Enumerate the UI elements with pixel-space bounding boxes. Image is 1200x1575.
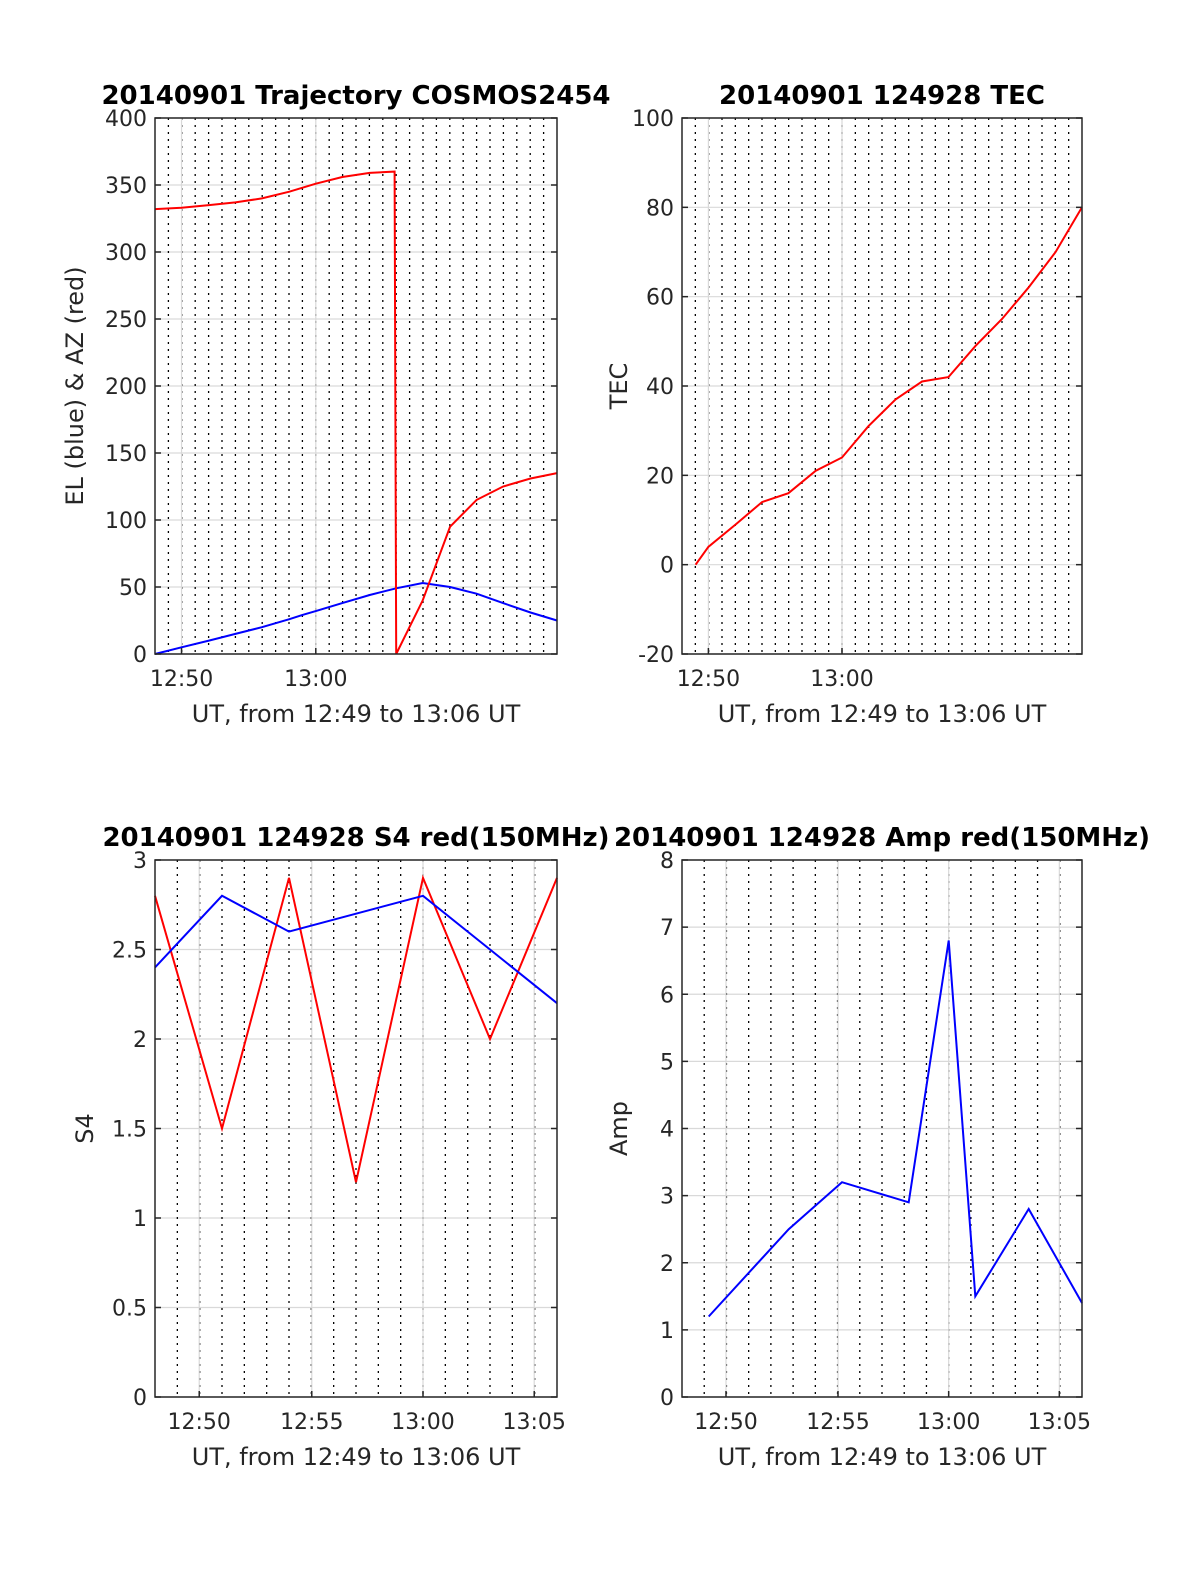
tec-x-tick-label: 13:00: [810, 667, 873, 692]
tec-y-tick-label: -20: [638, 643, 674, 668]
trajectory-y-tick-label: 100: [105, 509, 147, 534]
s4-title: 20140901 124928 S4 red(150MHz): [102, 823, 609, 853]
amp-series-line-0: [707, 940, 1083, 1318]
amp-x-tick-label: 13:00: [917, 1410, 980, 1435]
s4-x-tick-label: 13:00: [391, 1410, 454, 1435]
trajectory-panel: 0 50 100 150 200 250 300 350 400 12:50 13:00 20140…: [61, 81, 611, 728]
trajectory-y-tick-label: 150: [105, 442, 147, 467]
amp-x-tick-label: 12:50: [694, 1410, 757, 1435]
amp-y-tick-label: 4: [660, 1118, 674, 1143]
tec-y-tick-label: 40: [646, 375, 674, 400]
s4-x-tick-label: 12:55: [280, 1410, 343, 1435]
s4-y-axis-label: S4: [71, 1113, 99, 1144]
tec-y-tick-label: 20: [646, 464, 674, 489]
amp-panel: 0 1 2 3 4 5 6 7 8 12:50 12:55 13:00 13:05 20140901 1…: [605, 823, 1150, 1471]
amp-x-axis-label: UT, from 12:49 to 13:06 UT: [718, 1443, 1047, 1471]
amp-x-tick-label: 12:55: [806, 1410, 869, 1435]
trajectory-y-axis-label: EL (blue) & AZ (red): [61, 266, 89, 505]
amp-y-tick-label: 2: [660, 1252, 674, 1277]
trajectory-y-tick-label: 300: [105, 241, 147, 266]
s4-y-tick-label: 1.5: [112, 1118, 147, 1143]
trajectory-y-tick-label: 0: [133, 643, 147, 668]
amp-title: 20140901 124928 Amp red(150MHz): [614, 823, 1150, 853]
tec-series-line-0: [694, 206, 1083, 566]
trajectory-x-tick-label: 12:50: [150, 667, 213, 692]
tec-panel: -20 0 20 40 60 80 100 12:50 13:00 20140901 12492…: [605, 81, 1083, 728]
s4-series-line-0: [154, 874, 558, 1183]
s4-y-tick-label: 3: [133, 849, 147, 874]
amp-y-tick-label: 1: [660, 1319, 674, 1344]
amp-y-tick-label: 6: [660, 983, 674, 1008]
tec-title: 20140901 124928 TEC: [719, 81, 1045, 111]
trajectory-x-axis-label: UT, from 12:49 to 13:06 UT: [192, 700, 521, 728]
amp-y-tick-label: 5: [660, 1050, 674, 1075]
tec-y-tick-label: 100: [632, 107, 674, 132]
trajectory-x-tick-label: 13:00: [284, 667, 347, 692]
tec-y-tick-label: 60: [646, 286, 674, 311]
trajectory-y-tick-label: 50: [119, 576, 147, 601]
s4-x-tick-label: 12:50: [168, 1410, 231, 1435]
amp-x-tick-label: 13:05: [1028, 1410, 1091, 1435]
s4-series-line-1: [154, 894, 558, 1004]
s4-x-tick-label: 13:05: [503, 1410, 566, 1435]
trajectory-y-tick-label: 200: [105, 375, 147, 400]
tec-y-tick-label: 0: [660, 554, 674, 579]
trajectory-series-line-1: [154, 170, 558, 655]
s4-y-tick-label: 2: [133, 1028, 147, 1053]
amp-y-tick-label: 0: [660, 1386, 674, 1411]
trajectory-y-tick-label: 250: [105, 308, 147, 333]
tec-x-tick-label: 12:50: [677, 667, 740, 692]
s4-y-tick-label: 0.5: [112, 1297, 147, 1322]
s4-y-tick-label: 1: [133, 1207, 147, 1232]
trajectory-y-tick-label: 350: [105, 174, 147, 199]
s4-y-tick-label: 0: [133, 1386, 147, 1411]
amp-y-tick-label: 8: [660, 849, 674, 874]
amp-y-tick-label: 3: [660, 1185, 674, 1210]
s4-panel: 0 0.5 1 1.5 2 2.5 3 12:50 12:55 13:00 13:05 201409…: [71, 823, 610, 1471]
s4-y-tick-label: 2.5: [112, 939, 147, 964]
s4-x-axis-label: UT, from 12:49 to 13:06 UT: [192, 1443, 521, 1471]
trajectory-title: 20140901 Trajectory COSMOS2454: [101, 81, 610, 111]
tec-y-tick-label: 80: [646, 196, 674, 221]
amp-y-tick-label: 7: [660, 916, 674, 941]
tec-y-axis-label: TEC: [605, 363, 633, 411]
amp-y-axis-label: Amp: [605, 1101, 633, 1156]
tec-x-axis-label: UT, from 12:49 to 13:06 UT: [718, 700, 1047, 728]
trajectory-series-line-0: [154, 581, 558, 655]
trajectory-y-tick-label: 400: [105, 107, 147, 132]
